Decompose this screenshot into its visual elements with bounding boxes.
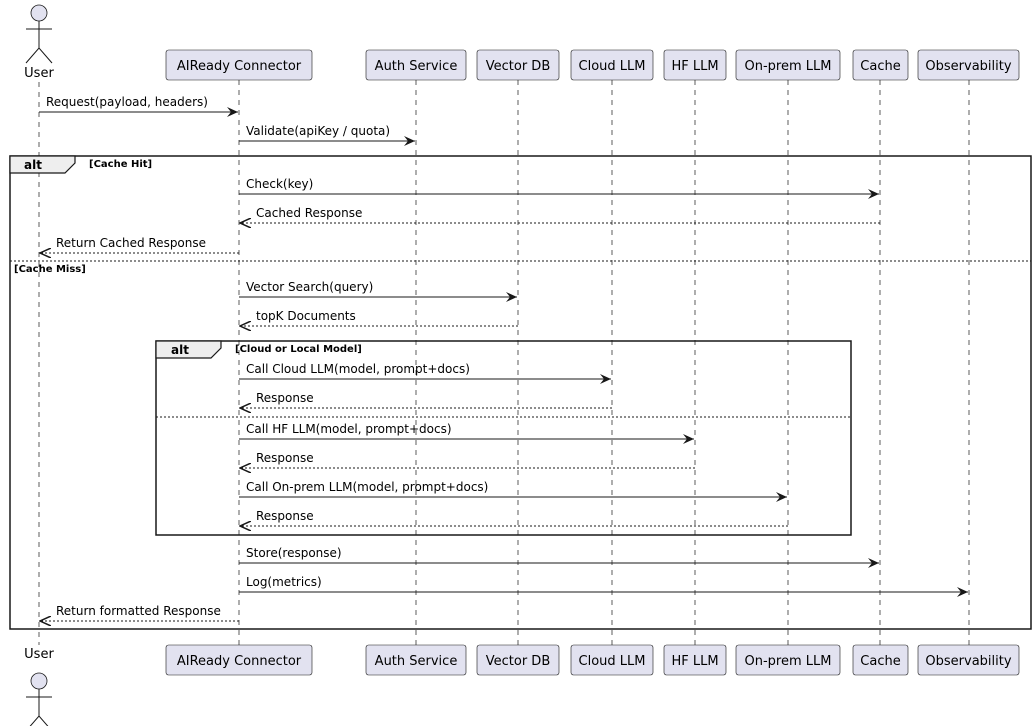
message-arrow: Call On-prem LLM(model, prompt+docs) bbox=[239, 480, 787, 502]
message-label: Call HF LLM(model, prompt+docs) bbox=[246, 422, 452, 436]
message-label: Call On-prem LLM(model, prompt+docs) bbox=[246, 480, 488, 494]
participant-label: Cloud LLM bbox=[579, 654, 646, 669]
message-label: Return Cached Response bbox=[56, 236, 206, 250]
message-label: Response bbox=[256, 391, 314, 405]
participant-label: User bbox=[24, 647, 54, 662]
fragment-guard: [Cloud or Local Model] bbox=[235, 344, 362, 355]
participant-label: Observability bbox=[925, 59, 1011, 74]
participant-cache[interactable]: Cache bbox=[852, 644, 909, 676]
participant-vector-db[interactable]: Vector DB bbox=[476, 644, 560, 676]
fragment-guard: [Cache Miss] bbox=[14, 264, 86, 275]
message-arrow: Call Cloud LLM(model, prompt+docs) bbox=[239, 362, 611, 384]
participant-label: Auth Service bbox=[375, 59, 458, 74]
participant-user[interactable]: User bbox=[24, 647, 54, 726]
message-arrow: Store(response) bbox=[239, 546, 879, 568]
alt-fragment-model: alt [Cloud or Local Model] bbox=[155, 340, 852, 536]
message-arrow: Cached Response bbox=[240, 206, 880, 223]
participant-label: Vector DB bbox=[486, 654, 551, 669]
message-label: Store(response) bbox=[246, 546, 342, 560]
message-arrow: Request(payload, headers) bbox=[39, 95, 238, 117]
participant-aiready-connector[interactable]: AIReady Connector bbox=[165, 49, 313, 81]
message-arrow: topK Documents bbox=[240, 309, 518, 326]
participant-label: Cache bbox=[860, 59, 900, 74]
participant-label: Observability bbox=[925, 654, 1011, 669]
message-label: Call Cloud LLM(model, prompt+docs) bbox=[246, 362, 470, 376]
participant-label: Auth Service bbox=[375, 654, 458, 669]
message-arrow: Response bbox=[240, 391, 612, 408]
participant-label: HF LLM bbox=[671, 59, 718, 74]
actor-icon bbox=[25, 4, 53, 64]
participant-auth-service[interactable]: Auth Service bbox=[365, 49, 467, 81]
message-arrow: Return formatted Response bbox=[40, 604, 239, 621]
message-arrow: Response bbox=[240, 451, 695, 468]
participant-label: Vector DB bbox=[486, 59, 551, 74]
participant-aiready-connector[interactable]: AIReady Connector bbox=[165, 644, 313, 676]
participant-label: Cache bbox=[860, 654, 900, 669]
participant-label: On-prem LLM bbox=[745, 654, 832, 669]
participant-hf-llm[interactable]: HF LLM bbox=[663, 644, 727, 676]
message-label: Response bbox=[256, 509, 314, 523]
participant-auth-service[interactable]: Auth Service bbox=[365, 644, 467, 676]
participant-on-prem-llm[interactable]: On-prem LLM bbox=[735, 49, 841, 81]
participant-label: AIReady Connector bbox=[177, 654, 302, 669]
message-arrow: Check(key) bbox=[239, 177, 879, 199]
participant-vector-db[interactable]: Vector DB bbox=[476, 49, 560, 81]
alt-fragment-cache: alt [Cache Hit] [Cache Miss] bbox=[9, 155, 1032, 630]
message-label: Log(metrics) bbox=[246, 575, 322, 589]
participant-label: HF LLM bbox=[671, 654, 718, 669]
message-label: Vector Search(query) bbox=[246, 280, 373, 294]
message-arrow: Return Cached Response bbox=[40, 236, 239, 253]
message-label: Request(payload, headers) bbox=[46, 95, 208, 109]
message-label: Response bbox=[256, 451, 314, 465]
message-arrow: Vector Search(query) bbox=[239, 280, 517, 302]
participant-observability[interactable]: Observability bbox=[917, 49, 1020, 81]
fragment-guard: [Cache Hit] bbox=[89, 159, 152, 170]
message-label: Cached Response bbox=[256, 206, 362, 220]
actor-icon bbox=[26, 672, 52, 726]
message-arrow: Call HF LLM(model, prompt+docs) bbox=[239, 422, 694, 444]
participant-cloud-llm[interactable]: Cloud LLM bbox=[570, 644, 654, 676]
participant-label: User bbox=[24, 66, 54, 81]
message-label: Validate(apiKey / quota) bbox=[246, 124, 390, 138]
participant-label: AIReady Connector bbox=[177, 59, 302, 74]
message-arrow: Response bbox=[240, 509, 788, 526]
participant-user[interactable]: User bbox=[24, 4, 54, 81]
participant-observability[interactable]: Observability bbox=[917, 644, 1020, 676]
participant-cache[interactable]: Cache bbox=[852, 49, 909, 81]
message-label: Check(key) bbox=[246, 177, 313, 191]
message-arrow: Validate(apiKey / quota) bbox=[239, 124, 415, 146]
participant-cloud-llm[interactable]: Cloud LLM bbox=[570, 49, 654, 81]
message-label: Return formatted Response bbox=[56, 604, 221, 618]
fragment-keyword: alt bbox=[24, 158, 42, 172]
participant-label: On-prem LLM bbox=[745, 59, 832, 74]
message-arrow: Log(metrics) bbox=[239, 575, 968, 597]
participant-label: Cloud LLM bbox=[579, 59, 646, 74]
message-label: topK Documents bbox=[256, 309, 356, 323]
participant-on-prem-llm[interactable]: On-prem LLM bbox=[735, 644, 841, 676]
participant-hf-llm[interactable]: HF LLM bbox=[663, 49, 727, 81]
fragment-keyword: alt bbox=[171, 343, 189, 357]
